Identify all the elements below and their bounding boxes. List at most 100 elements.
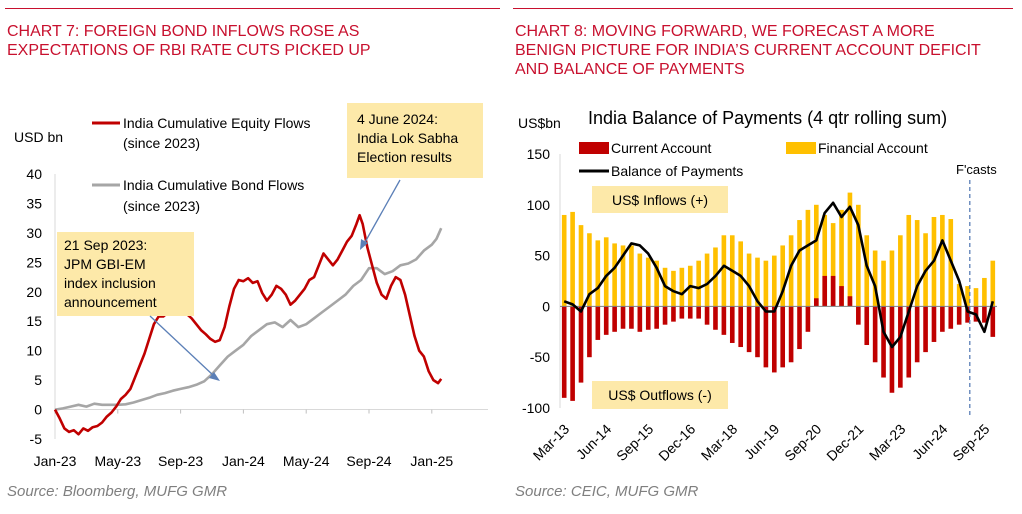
chart-8-bar-current-account [637,306,643,332]
chart-7-series-line-equity [53,213,443,436]
chart-7-legend-label: (since 2023) [123,198,200,214]
chart-8-x-tick-label: Jun-19 [741,421,783,463]
chart-8-x-tick-label: Sep-20 [781,421,824,464]
chart-7-annotation-text: JPM GBI-EM [64,256,146,272]
chart-8-bar-financial-account [595,240,601,307]
chart-7-source: Source: Bloomberg, MUFG GMR [7,483,228,500]
chart-8-svg: US$bn India Balance of Payments (4 qtr ro… [518,108,997,464]
chart-8-legend-label: Current Account [611,140,711,156]
chart-8-y-tick-label: 0 [542,298,550,314]
chart-8-bar-current-account [679,306,685,319]
chart-8-bar-financial-account [561,214,567,307]
chart-8-bar-financial-account [864,235,870,307]
chart-7-x-tick-label: May-24 [283,453,330,469]
chart-8-bar-financial-account [839,209,844,307]
chart-8-bar-current-account [755,306,760,358]
chart-8-bar-current-account [578,306,584,383]
chart-7-y-tick-label: 10 [26,343,42,359]
chart-8-bar-current-account [906,306,912,378]
chart-8-bar-current-account [948,306,954,329]
chart-8-bar-financial-account [940,214,945,307]
chart-7-y-tick-label: 20 [26,284,42,300]
chart-7-top-rule [5,8,500,9]
chart-7-y-tick-label: 25 [26,254,42,270]
chart-7-x-tick-label: Sep-24 [346,453,391,469]
chart-8-bar-financial-account [982,277,987,307]
chart-8-y-tick-label: -100 [522,400,550,416]
chart-8-bar-current-account [830,275,836,307]
chart-8-bar-financial-account [629,245,634,307]
chart-7-y-tick-label: 0 [34,402,42,418]
chart-8-y-tick-label: -50 [530,349,550,365]
chart-7-y-tick-label: 35 [26,195,42,211]
chart-8-bar-current-account [931,306,937,342]
chart-8-bar-financial-account [797,220,802,307]
chart-8-bar-current-account [965,306,970,323]
chart-8-bar-current-account [662,306,668,325]
chart-8-bar-current-account [847,296,853,307]
chart-8-bar-financial-account [679,267,685,307]
chart-8-outflows-box [592,381,728,409]
chart-8-forecast-label: F'casts [956,162,997,177]
chart-8-bar-current-account [704,306,710,325]
chart-8-bar-current-account [805,306,811,332]
chart-7-annotation-text: announcement [64,294,157,310]
chart-8-bar-current-account [856,306,861,325]
chart-8-bar-current-account [914,306,920,363]
chart-8-bar-financial-account [620,245,626,307]
chart-8-bar-financial-account [755,257,760,307]
chart-8-x-tick-label: Dec-21 [823,421,866,464]
chart-7-annotation-text: Election results [357,149,452,165]
chart-8-bar-current-account [620,306,626,329]
chart-8-bar-financial-account [906,214,912,307]
chart-7-svg: USD bn -5 0 5 10 15 20 25 30 35 40 Jan-23 May-23 Sep-… [14,103,488,469]
chart-8-bar-financial-account [763,260,769,307]
chart-8-bar-current-account [721,306,727,335]
chart-7-annotation-arrow [363,179,401,245]
chart-8-bar-financial-account [965,286,970,307]
chart-8-legend-swatch-financial [786,142,816,154]
chart-8-y-tick-label: 100 [527,197,551,213]
chart-8-bar-financial-account [973,288,979,307]
chart-8-bar-financial-account [822,214,828,307]
chart-8-bar-current-account [923,306,928,353]
chart-8-top-rule [513,8,1013,9]
chart-8-subtitle: India Balance of Payments (4 qtr rolling… [588,108,947,128]
chart-8-bar-current-account [671,306,676,322]
chart-7-annotation-text: index inclusion [64,275,156,291]
chart-8-bar-current-account [956,306,962,325]
chart-8-bar-current-account [940,306,945,332]
chart-8-bar-financial-account [814,204,819,307]
chart-8-bar-financial-account [587,233,592,307]
chart-7-y-axis-label: USD bn [14,129,63,145]
chart-8-bar-current-account [990,306,996,337]
chart-8-bar-current-account [595,306,601,340]
chart-8-bar-current-account [570,306,575,401]
chart-7-annotation-arrowhead [360,239,368,250]
chart-7-annotation-text: 4 June 2024: [357,111,438,127]
chart-8-x-tick-label: Dec-16 [655,421,698,464]
chart-8-bar-financial-account [654,260,659,307]
chart-8-bar-financial-account [645,257,651,307]
chart-8-bar-current-account [839,286,844,307]
chart-8-bar-financial-account [788,235,794,307]
chart-8-bar-current-account [889,306,895,393]
chart-8-bar-financial-account [847,192,853,307]
chart-8-bar-financial-account [671,270,676,307]
chart-8-bar-current-account [864,306,870,346]
chart-7-y-tick-label: 15 [26,313,42,329]
chart-8-bar-current-account [746,306,752,353]
chart-8-inflows-box [592,186,728,213]
chart-8-bar-financial-account [696,260,701,307]
chart-8-bar-financial-account [898,235,903,307]
chart-8-bar-financial-account [805,209,811,307]
chart-8-bar-financial-account [956,284,962,307]
chart-8-x-tick-label: Sep-25 [949,421,992,464]
chart-7-y-tick-label: 5 [34,372,42,388]
chart-8-bar-current-account [771,306,777,373]
chart-8-bar-current-account [587,306,592,358]
chart-8-bar-current-account [645,306,651,330]
chart-8-legend-label: Balance of Payments [611,163,743,179]
chart-8-bar-current-account [612,306,617,332]
chart-8-bar-current-account [872,306,878,363]
